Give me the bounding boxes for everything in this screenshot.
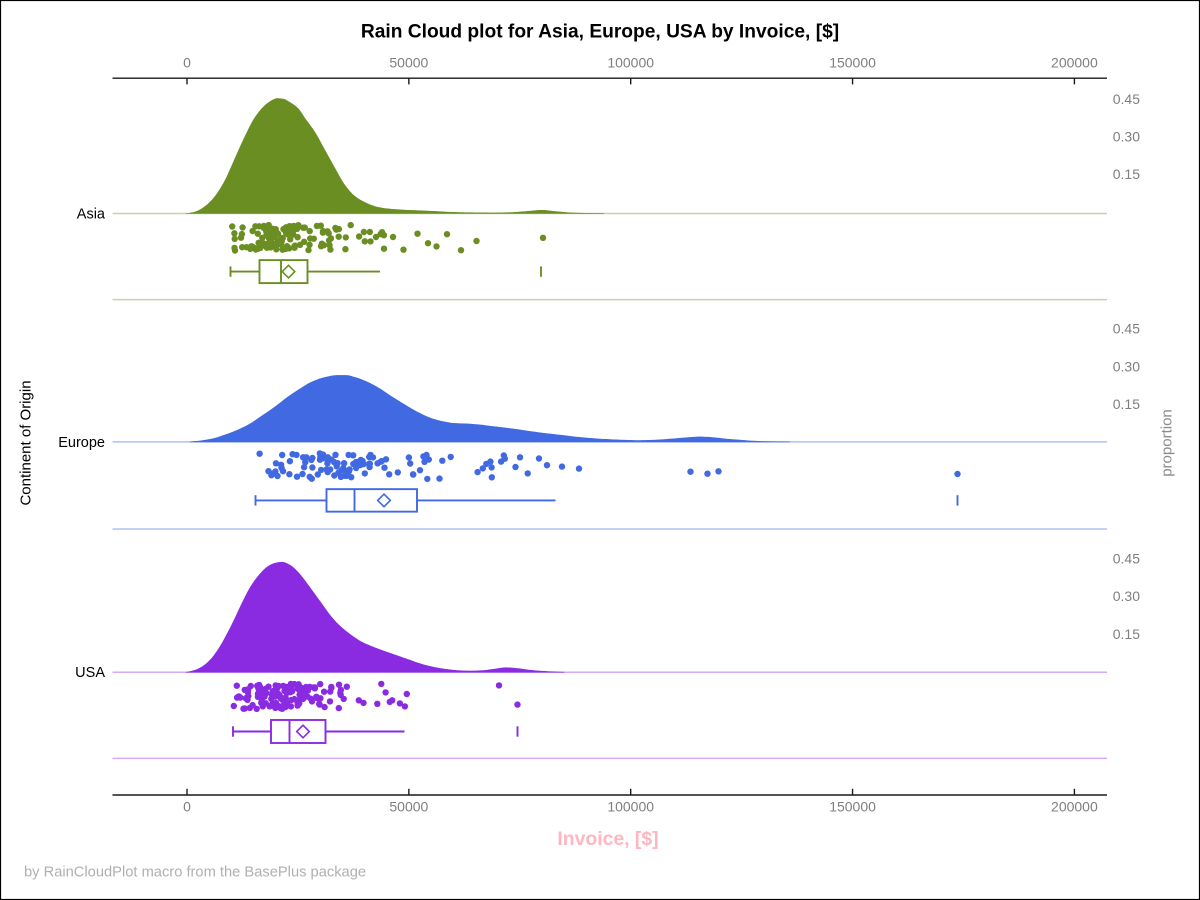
svg-text:0.45: 0.45 (1113, 321, 1140, 337)
svg-text:0: 0 (183, 799, 191, 815)
svg-text:200000: 200000 (1051, 55, 1098, 71)
svg-text:Rain Cloud plot for Asia, Euro: Rain Cloud plot for Asia, Europe, USA by… (361, 22, 839, 43)
svg-text:100000: 100000 (607, 55, 654, 71)
svg-text:Continent of Origin: Continent of Origin (18, 380, 35, 505)
svg-text:0.15: 0.15 (1113, 396, 1140, 412)
svg-text:0.45: 0.45 (1113, 551, 1140, 567)
svg-text:USA: USA (75, 665, 105, 681)
svg-text:Asia: Asia (77, 207, 106, 223)
svg-text:by RainCloudPlot macro from th: by RainCloudPlot macro from the BasePlus… (24, 865, 366, 881)
svg-text:0: 0 (183, 55, 191, 71)
svg-text:50000: 50000 (389, 799, 428, 815)
svg-text:0.30: 0.30 (1113, 588, 1140, 604)
svg-text:150000: 150000 (829, 55, 876, 71)
svg-text:proportion: proportion (1159, 409, 1176, 477)
svg-text:0.45: 0.45 (1113, 91, 1140, 107)
svg-text:0.30: 0.30 (1113, 358, 1140, 374)
svg-text:200000: 200000 (1051, 799, 1098, 815)
svg-text:0.15: 0.15 (1113, 166, 1140, 182)
svg-text:50000: 50000 (389, 55, 428, 71)
svg-text:Invoice, [$]: Invoice, [$] (557, 828, 658, 850)
svg-text:150000: 150000 (829, 799, 876, 815)
svg-text:100000: 100000 (607, 799, 654, 815)
svg-text:Europe: Europe (58, 435, 105, 451)
svg-text:0.30: 0.30 (1113, 129, 1140, 145)
svg-text:0.15: 0.15 (1113, 626, 1140, 642)
